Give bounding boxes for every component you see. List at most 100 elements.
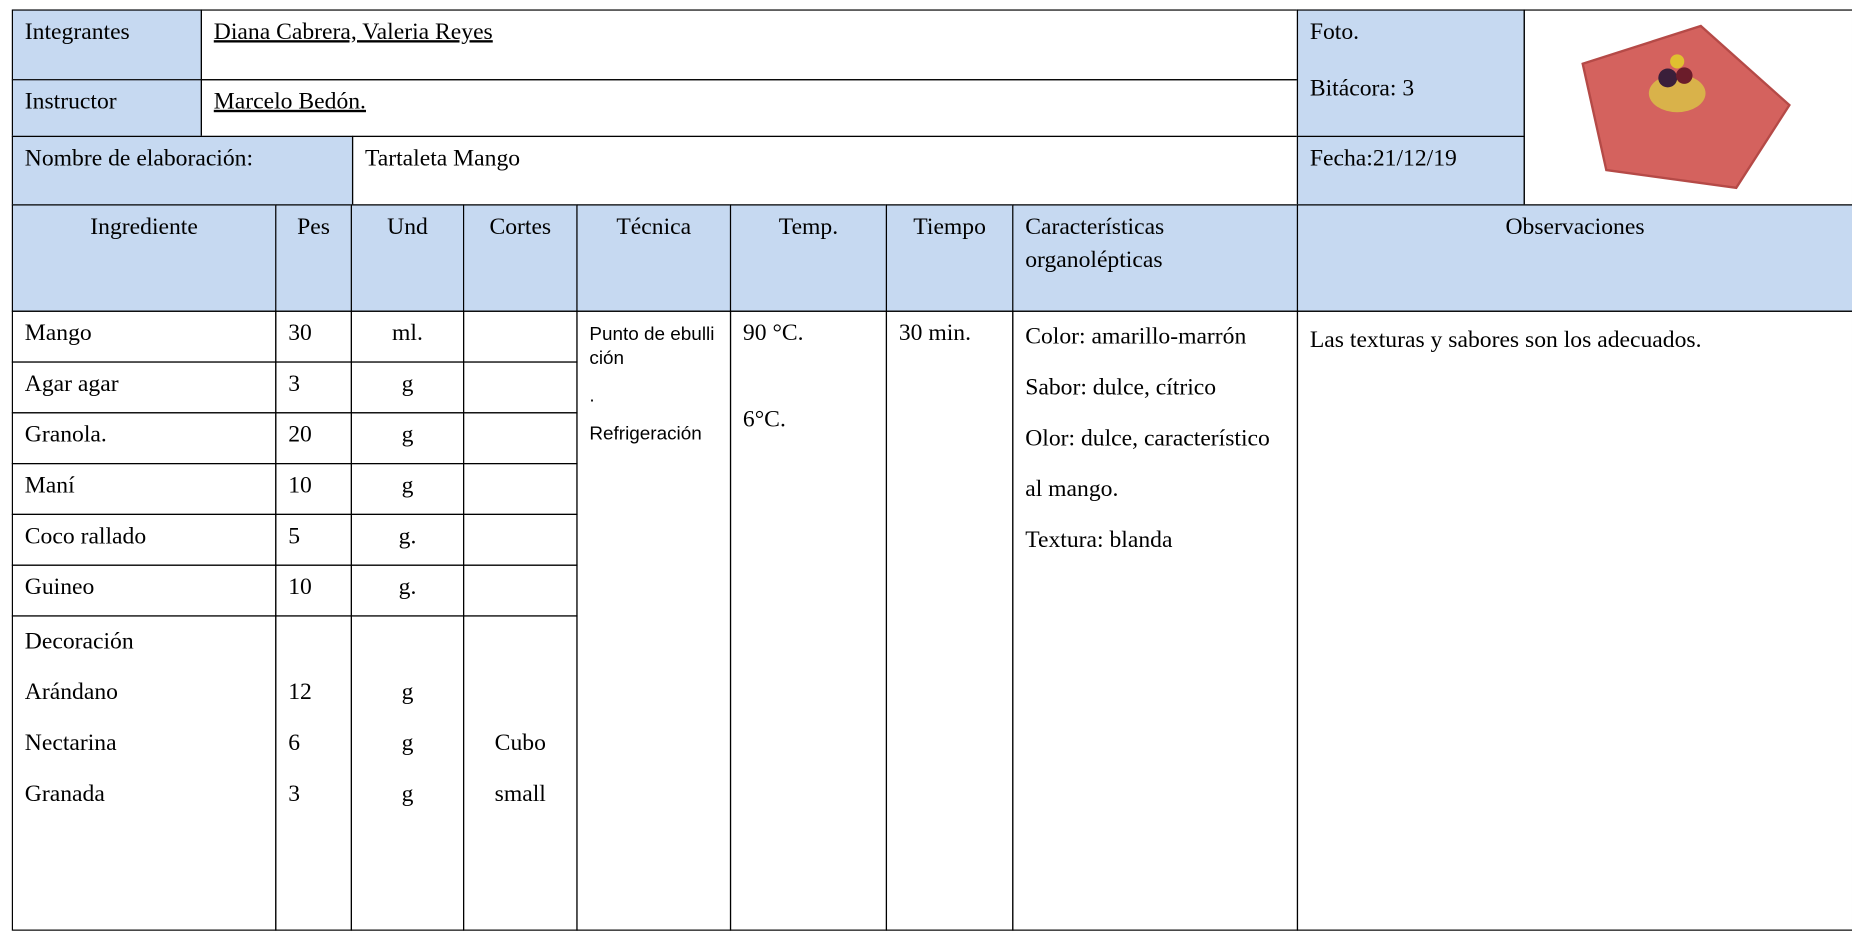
spacer <box>364 617 451 668</box>
ingredient-cell: Granola. <box>11 412 277 465</box>
cut-cell: Cubo small <box>462 615 578 931</box>
weight-cell-text: 10 <box>288 472 312 499</box>
ingredient-cell: Maní <box>11 462 277 515</box>
value-cell-text: Diana Cabrera, Valeria Reyes <box>213 18 493 45</box>
weight-cell: 10 <box>275 564 352 617</box>
column-header-text: Características organolépticas <box>1025 213 1165 273</box>
ingredient-text: Arándano <box>24 679 118 706</box>
column-header-text: Temp. <box>778 213 839 240</box>
cut-text: small <box>494 780 546 807</box>
characteristic-text: Textura: blanda <box>1025 526 1173 553</box>
unit-cell: g <box>350 361 465 414</box>
column-header: Cortes <box>462 204 578 312</box>
technique-cell: Punto de ebullición. Refrigeración <box>576 310 732 931</box>
unit-cell-text: g. <box>398 523 417 550</box>
ingredient-cell-text: Decoración <box>24 628 134 655</box>
column-header: Técnica <box>576 204 732 312</box>
spacer <box>476 617 565 668</box>
spacer <box>288 617 339 668</box>
characteristic-text: Color: amarillo-marrón <box>1025 323 1247 350</box>
info-cell-text: Foto. <box>1309 18 1360 45</box>
weight-cell: 20 <box>275 412 352 465</box>
column-header: Und <box>350 204 465 312</box>
fruit <box>1658 68 1678 88</box>
temp-cell: 90 °C. 6°C. <box>729 310 888 931</box>
cut-cell <box>462 564 578 617</box>
label-cell: Nombre de elaboración: <box>11 135 354 206</box>
ingredient-cell-text: Guineo <box>24 574 95 601</box>
unit-cell-text: g <box>401 421 414 448</box>
value-cell: Tartaleta Mango <box>351 135 1299 206</box>
time-cell-text: 30 min. <box>898 320 972 347</box>
dish-photo <box>1581 24 1791 190</box>
weight-cell: 12 6 3 <box>275 615 352 931</box>
weight-cell: 30 <box>275 310 352 363</box>
column-header: Ingrediente <box>11 204 277 312</box>
column-header: Observaciones <box>1296 204 1852 312</box>
value-cell: Marcelo Bedón. <box>200 79 1299 138</box>
column-header-text: Tiempo <box>913 213 986 240</box>
cut-cell <box>462 513 578 566</box>
column-header: Pes <box>275 204 352 312</box>
info-cell-text: Bitácora: 3 <box>1309 75 1415 102</box>
characteristic-text: Sabor: dulce, cítrico <box>1025 374 1217 401</box>
weight-cell: 10 <box>275 462 352 515</box>
ingredient-text: Nectarina <box>24 729 117 756</box>
weight-cell-text: 20 <box>288 421 312 448</box>
characteristic-text: Olor: dulce, característico al mango. <box>1025 425 1270 502</box>
unit-cell-text: g <box>401 472 414 499</box>
column-header-text: Observaciones <box>1505 213 1645 240</box>
column-header: Características organolépticas <box>1012 204 1299 312</box>
cut-cell <box>462 412 578 465</box>
unit-text: g <box>401 780 414 807</box>
unit-text: g <box>401 729 414 756</box>
label-cell: Instructor <box>11 79 202 138</box>
weight-text: 12 <box>288 679 312 706</box>
unit-cell-text: g <box>401 370 414 397</box>
value-cell: Diana Cabrera, Valeria Reyes <box>200 9 1299 81</box>
ingredient-text: Granada <box>24 780 105 807</box>
unit-cell-text: g. <box>398 574 417 601</box>
unit-cell: g. <box>350 564 465 617</box>
weight-text: 6 <box>288 729 301 756</box>
column-header: Temp. <box>729 204 888 312</box>
weight-cell-text: 3 <box>288 370 301 397</box>
ingredient-cell: Coco rallado <box>11 513 277 566</box>
weight-cell-text: 10 <box>288 574 312 601</box>
ingredient-cell-text: Mango <box>24 320 92 347</box>
column-header: Tiempo <box>885 204 1014 312</box>
characteristics-cell: Color: amarillo-marrón Sabor: dulce, cítr… <box>1012 310 1299 931</box>
fruit <box>1676 67 1693 84</box>
column-header-text: Ingrediente <box>90 213 198 240</box>
ingredient-cell-text: Coco rallado <box>24 523 147 550</box>
ingredient-cell-text: Maní <box>24 472 75 499</box>
label-cell-text: Nombre de elaboración: <box>24 145 254 172</box>
label-cell-text: Instructor <box>24 88 117 115</box>
fruit <box>1670 54 1685 69</box>
column-header-text: Técnica <box>616 213 692 240</box>
ingredient-cell: Guineo <box>11 564 277 617</box>
ingredient-cell: Decoración Arándano Nectarina Granada <box>11 615 277 931</box>
cut-cell <box>462 361 578 414</box>
cut-text: Cubo <box>494 729 546 756</box>
column-header-text: Pes <box>297 213 330 240</box>
label-cell-text: Integrantes <box>24 18 130 45</box>
ingredient-cell: Mango <box>11 310 277 363</box>
technique-text: Punto de ebullición <box>589 324 715 369</box>
value-cell-text: Marcelo Bedón. <box>213 88 366 115</box>
column-header-text: Cortes <box>489 213 552 240</box>
unit-text: g <box>401 679 414 706</box>
info-cell-text: Fecha:21/12/19 <box>1309 145 1457 172</box>
photo-cell <box>1523 9 1852 206</box>
technique-text: Refrigeración <box>589 424 702 445</box>
weight-cell-text: 30 <box>288 320 312 347</box>
label-cell: Integrantes <box>11 9 202 81</box>
info-cell: Foto. Bitácora: 3 <box>1296 9 1525 138</box>
unit-cell: g <box>350 462 465 515</box>
unit-cell-text: ml. <box>392 320 423 347</box>
weight-cell-text: 5 <box>288 523 301 550</box>
cut-cell <box>462 462 578 515</box>
ingredient-cell-text: Agar agar <box>24 370 119 397</box>
